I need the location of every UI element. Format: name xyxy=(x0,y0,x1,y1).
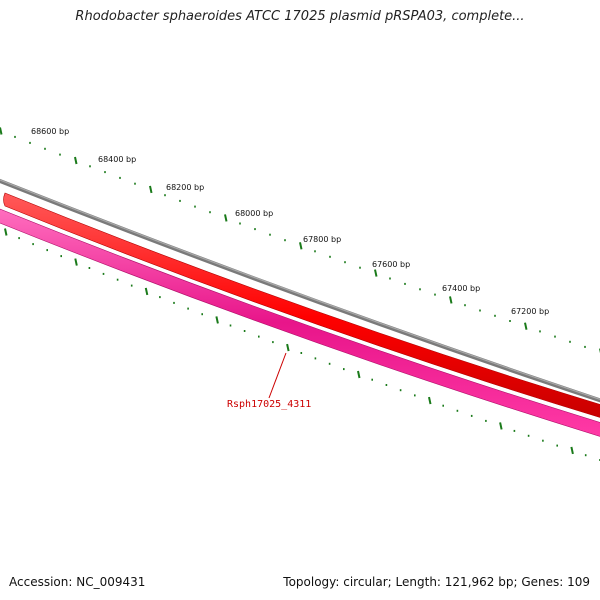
ruler-major-tick xyxy=(4,228,8,236)
ruler-label: 67800 bp xyxy=(303,235,341,244)
ruler-major-tick xyxy=(449,296,453,304)
ruler-major-tick xyxy=(499,422,503,430)
accession-text: Accession: NC_009431 xyxy=(9,575,146,589)
ruler-major-tick xyxy=(428,396,432,405)
ruler-label: 67400 bp xyxy=(442,284,480,293)
map-title: Rhodobacter sphaeroides ATCC 17025 plasm… xyxy=(75,9,525,24)
outer-ruler-ticks xyxy=(0,127,600,354)
ruler-major-tick xyxy=(374,269,378,277)
ruler-label: 68000 bp xyxy=(235,209,273,218)
ruler-major-tick xyxy=(524,322,528,330)
ruler-major-tick xyxy=(144,287,149,296)
gene-label[interactable]: Rsph17025_4311 xyxy=(227,399,311,410)
forward-gene-arrow[interactable] xyxy=(3,192,600,419)
ruler-label: 68200 bp xyxy=(166,183,204,192)
ruler-major-tick xyxy=(0,127,3,135)
inner-ruler-ticks xyxy=(4,228,600,461)
ruler-label: 68600 bp xyxy=(31,127,69,136)
ruler-major-tick xyxy=(299,242,303,250)
ruler-label: 67600 bp xyxy=(372,260,410,269)
ruler-label: 67200 bp xyxy=(511,307,549,316)
ruler-major-tick xyxy=(74,258,78,266)
backbone-track xyxy=(0,178,600,403)
ruler-major-tick xyxy=(357,370,361,379)
gene-label-connector xyxy=(268,352,287,399)
topology-stats-text: Topology: circular; Length: 121,962 bp; … xyxy=(283,575,590,589)
ruler-major-tick xyxy=(570,446,574,455)
ruler-major-tick xyxy=(224,214,228,222)
backbone-highlight xyxy=(0,179,600,400)
ruler-major-tick xyxy=(215,316,219,324)
ruler-major-tick xyxy=(149,185,153,194)
ruler-label: 68400 bp xyxy=(98,155,136,164)
ruler-major-tick xyxy=(286,343,290,352)
reverse-gene-arrow[interactable] xyxy=(0,207,600,438)
ruler-major-tick xyxy=(74,156,78,165)
